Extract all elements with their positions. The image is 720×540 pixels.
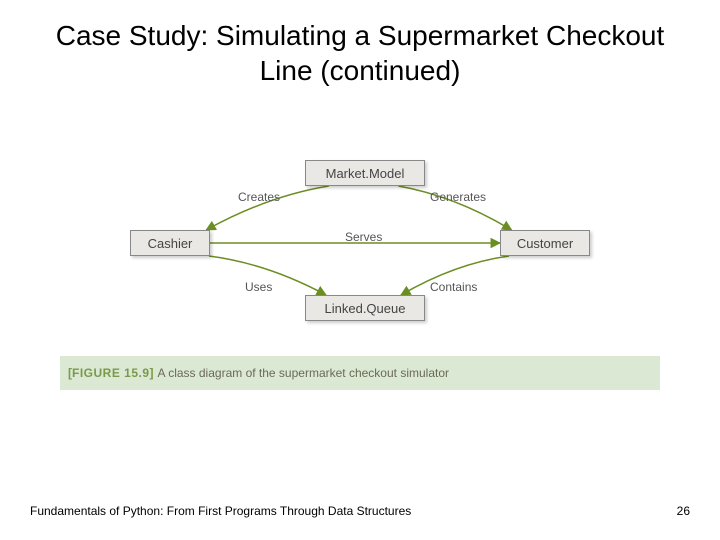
slide-footer: Fundamentals of Python: From First Progr… (30, 504, 690, 518)
edge-label-serves: Serves (345, 230, 382, 244)
diagram-canvas: Market.Model Cashier Customer Linked.Que… (60, 160, 660, 330)
node-cashier: Cashier (130, 230, 210, 256)
edge-label-uses: Uses (245, 280, 272, 294)
node-linked-queue: Linked.Queue (305, 295, 425, 321)
caption-text: A class diagram of the supermarket check… (158, 366, 449, 380)
edge-label-contains: Contains (430, 280, 477, 294)
edge-label-creates: Creates (238, 190, 280, 204)
caption-figure-number: FIGURE 15.9 (72, 366, 150, 380)
caption-bracket-close: ] (150, 366, 154, 380)
page-number: 26 (677, 504, 690, 518)
class-diagram: Market.Model Cashier Customer Linked.Que… (60, 160, 660, 390)
edge-label-generates: Generates (430, 190, 486, 204)
figure-caption: [ FIGURE 15.9 ] A class diagram of the s… (60, 356, 660, 390)
footer-text: Fundamentals of Python: From First Progr… (30, 504, 411, 518)
node-customer: Customer (500, 230, 590, 256)
node-market-model: Market.Model (305, 160, 425, 186)
page-title: Case Study: Simulating a Supermarket Che… (0, 0, 720, 88)
